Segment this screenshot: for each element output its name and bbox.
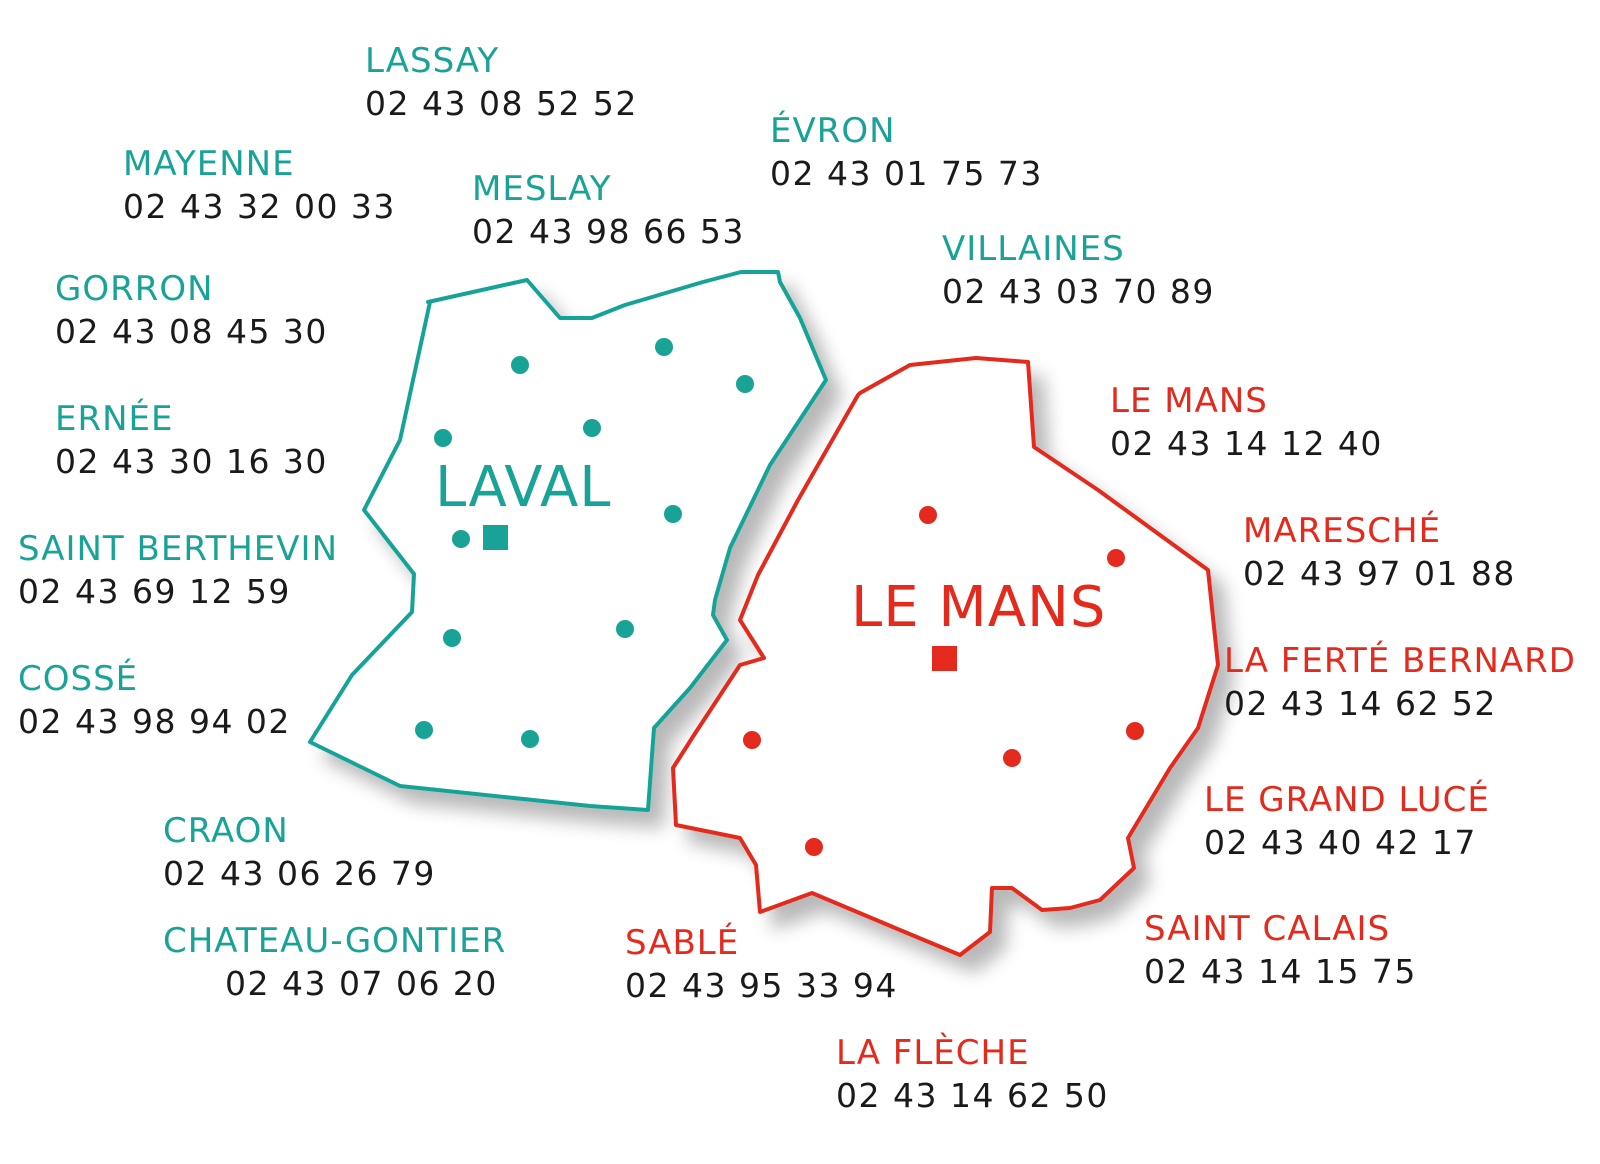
- map-dot: [1003, 749, 1021, 767]
- office-name: LE GRAND LUCÉ: [1204, 780, 1490, 820]
- office-phone[interactable]: 02 43 40 42 17: [1204, 823, 1477, 862]
- office-phone[interactable]: 02 43 97 01 88: [1243, 554, 1516, 593]
- office-phone[interactable]: 02 43 03 70 89: [942, 272, 1215, 311]
- office-name: ÉVRON: [770, 111, 896, 151]
- office-phone[interactable]: 02 43 98 66 53: [472, 212, 745, 251]
- office-name: MAYENNE: [123, 144, 295, 184]
- office-phone[interactable]: 02 43 07 06 20: [225, 964, 498, 1003]
- office-name: GORRON: [55, 269, 214, 309]
- laval-city-label: LAVAL: [435, 455, 612, 520]
- office-name: CRAON: [163, 811, 289, 851]
- office-phone[interactable]: 02 43 69 12 59: [18, 572, 291, 611]
- office-name: LA FLÈCHE: [836, 1033, 1030, 1073]
- office-phone[interactable]: 02 43 32 00 33: [123, 187, 396, 226]
- map-dot: [919, 506, 937, 524]
- map-dot: [1107, 549, 1125, 567]
- office-le-mans: LE MANS 02 43 14 12 40: [1110, 384, 1383, 460]
- office-craon: CRAON 02 43 06 26 79: [163, 814, 436, 890]
- office-la-ferte-bernard: LA FERTÉ BERNARD 02 43 14 62 52: [1224, 644, 1576, 720]
- office-name: SAINT CALAIS: [1144, 909, 1391, 949]
- map-dot: [655, 338, 673, 356]
- map-dot: [664, 505, 682, 523]
- office-name: COSSÉ: [18, 659, 139, 699]
- office-name: LE MANS: [1110, 381, 1268, 421]
- office-name: ERNÉE: [55, 399, 174, 439]
- office-saint-berthevin: SAINT BERTHEVIN 02 43 69 12 59: [18, 532, 338, 608]
- map-dot: [616, 620, 634, 638]
- office-name: MESLAY: [472, 169, 612, 209]
- le-mans-city-marker: [932, 646, 957, 671]
- office-phone[interactable]: 02 43 30 16 30: [55, 442, 328, 481]
- office-phone[interactable]: 02 43 01 75 73: [770, 154, 1043, 193]
- office-phone[interactable]: 02 43 95 33 94: [625, 966, 898, 1005]
- office-villaines: VILLAINES 02 43 03 70 89: [942, 232, 1215, 308]
- office-meslay: MESLAY 02 43 98 66 53: [472, 172, 745, 248]
- office-phone[interactable]: 02 43 08 52 52: [365, 84, 638, 123]
- le-mans-city-label: LE MANS: [851, 575, 1107, 640]
- office-gorron: GORRON 02 43 08 45 30: [55, 272, 328, 348]
- map-dot: [443, 629, 461, 647]
- office-ernee: ERNÉE 02 43 30 16 30: [55, 402, 328, 478]
- office-phone[interactable]: 02 43 14 62 52: [1224, 684, 1497, 723]
- map-dot: [736, 375, 754, 393]
- office-name: SABLÉ: [625, 923, 740, 963]
- office-name: VILLAINES: [942, 229, 1125, 269]
- mayenne-department-outline: [308, 270, 828, 812]
- map-dot: [521, 730, 539, 748]
- map-dot: [805, 838, 823, 856]
- office-evron: ÉVRON 02 43 01 75 73: [770, 114, 1043, 190]
- office-sable: SABLÉ 02 43 95 33 94: [625, 926, 898, 1002]
- map-dot: [452, 530, 470, 548]
- map-dot: [415, 721, 433, 739]
- office-name: SAINT BERTHEVIN: [18, 529, 339, 569]
- office-phone[interactable]: 02 43 14 15 75: [1144, 952, 1417, 991]
- mayenne-agency-dots: [415, 338, 754, 748]
- office-name: MARESCHÉ: [1243, 511, 1442, 551]
- office-phone[interactable]: 02 43 98 94 02: [18, 702, 291, 741]
- office-name: LA FERTÉ BERNARD: [1224, 641, 1576, 681]
- office-saint-calais: SAINT CALAIS 02 43 14 15 75: [1144, 912, 1417, 988]
- office-la-fleche: LA FLÈCHE 02 43 14 62 50: [836, 1036, 1109, 1112]
- office-le-grand-luce: LE GRAND LUCÉ 02 43 40 42 17: [1204, 783, 1490, 859]
- office-mayenne: MAYENNE 02 43 32 00 33: [123, 147, 396, 223]
- map-dot: [511, 356, 529, 374]
- office-name: LASSAY: [365, 41, 500, 81]
- map-dot: [583, 419, 601, 437]
- map-dot: [1126, 722, 1144, 740]
- map-dot: [434, 429, 452, 447]
- office-phone[interactable]: 02 43 14 62 50: [836, 1076, 1109, 1115]
- office-phone[interactable]: 02 43 14 12 40: [1110, 424, 1383, 463]
- office-phone[interactable]: 02 43 06 26 79: [163, 854, 436, 893]
- office-cosse: COSSÉ 02 43 98 94 02: [18, 662, 291, 738]
- laval-city-marker: [483, 525, 508, 550]
- office-maresche: MARESCHÉ 02 43 97 01 88: [1243, 514, 1516, 590]
- office-chateau-gontier: CHATEAU-GONTIER 02 43 07 06 20: [163, 924, 506, 1000]
- sarthe-agency-dots: [743, 506, 1144, 856]
- office-phone[interactable]: 02 43 08 45 30: [55, 312, 328, 351]
- office-name: CHATEAU-GONTIER: [163, 921, 507, 961]
- office-lassay: LASSAY 02 43 08 52 52: [365, 44, 638, 120]
- map-dot: [743, 731, 761, 749]
